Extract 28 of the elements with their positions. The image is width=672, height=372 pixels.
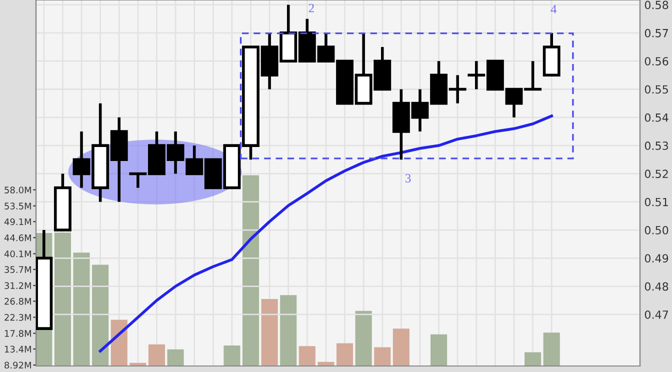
y-tick-label: 0.54 — [644, 113, 668, 122]
y2-tick-label: 40.1M — [4, 250, 31, 258]
y2-tick-label: 53.5M — [4, 202, 31, 210]
annotation: 3 — [406, 174, 411, 182]
y-tick-label: 0.52 — [644, 170, 668, 178]
y-tick-label: 0.50 — [644, 226, 668, 234]
annotation: 4 — [550, 5, 557, 14]
y-tick-label: 0.47 — [644, 310, 668, 319]
y2-tick-label: 26.8M — [4, 298, 31, 305]
y2-tick-label: 58.0M — [4, 186, 31, 194]
annotation: 2 — [308, 4, 314, 12]
y2-tick-label: 49.1M — [4, 218, 31, 226]
y2-tick-label: 17.8M — [4, 330, 31, 337]
y-tick-label: 0.51 — [644, 198, 668, 206]
y-tick-label: 0.58 — [644, 0, 668, 10]
y-tick-label: 0.56 — [644, 57, 668, 66]
y2-tick-label: 31.2M — [4, 282, 31, 290]
y-tick-label: 0.49 — [644, 254, 668, 263]
y2-tick-label: 13.4M — [4, 346, 31, 353]
line-series — [98, 114, 554, 352]
y2-tick-label: 35.7M — [4, 266, 31, 273]
y2-tick-label: 8.92M — [4, 362, 31, 369]
y-tick-label: 0.48 — [644, 282, 668, 291]
y2-tick-label: 22.3M — [4, 314, 31, 321]
y-tick-label: 0.55 — [644, 85, 668, 94]
y-tick-label: 0.53 — [644, 142, 668, 150]
y-tick-label: 0.57 — [644, 28, 668, 38]
y2-tick-label: 44.6M — [4, 234, 31, 242]
